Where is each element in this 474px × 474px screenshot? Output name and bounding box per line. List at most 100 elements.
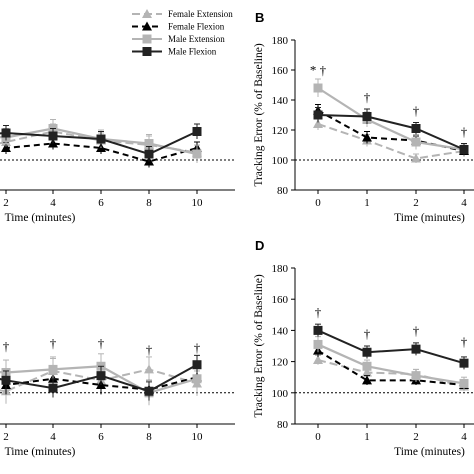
y-axis-title: Tracking Error (% of Baseline) [253, 274, 265, 417]
series-line-male-extension [317, 87, 465, 151]
significance-marker: † [146, 342, 153, 357]
data-point [1, 128, 11, 138]
data-point [459, 378, 469, 388]
series-female-extension [313, 354, 469, 392]
data-point [362, 375, 372, 385]
series-male-flexion [313, 323, 469, 370]
significance-marker: † [461, 124, 468, 139]
data-point [192, 360, 202, 370]
data-point [313, 83, 323, 93]
x-tick-label: 6 [98, 431, 104, 443]
data-point [362, 361, 372, 371]
data-point [459, 358, 469, 368]
x-tick-label: 4 [50, 431, 56, 443]
series-line-male-flexion [317, 114, 465, 151]
x-tick-label: 10 [192, 431, 204, 443]
series-line-male-flexion [317, 329, 465, 365]
data-point [313, 325, 323, 335]
significance-marker: † [3, 339, 10, 354]
series-line-female-flexion [317, 109, 465, 152]
data-point [411, 137, 421, 147]
data-point [459, 145, 469, 154]
series-male-flexion [0, 123, 202, 162]
y-tick-label: 140 [272, 325, 289, 337]
series-male-extension [313, 78, 469, 156]
x-tick-label: 6 [98, 197, 104, 209]
y-tick-label: 180 [272, 35, 289, 47]
data-point [192, 149, 202, 159]
legend-swatch-marker [142, 9, 152, 18]
x-tick-label: 2 [413, 431, 419, 443]
data-point [48, 383, 58, 393]
x-tick-label: 8 [146, 197, 152, 209]
data-point [411, 371, 421, 381]
x-tick-label: 0 [315, 431, 321, 443]
y-tick-label: 120 [272, 357, 289, 369]
data-point [313, 355, 323, 365]
y-tick-label: 120 [272, 125, 289, 137]
data-point [411, 124, 421, 133]
data-point [144, 364, 154, 374]
legend-label-female-extension: Female Extension [168, 9, 233, 19]
x-tick-label: 1 [364, 197, 370, 209]
x-tick-label: 4 [461, 197, 467, 209]
x-tick-label: 10 [192, 197, 204, 209]
panel-c-chart: 2 4 6 8 10 Time (minutes) † † † † † [0, 336, 235, 458]
series-line-male-extension [317, 343, 465, 385]
y-tick-label: 140 [272, 95, 289, 107]
significance-marker: † [98, 336, 105, 351]
y-tick-label: 100 [272, 388, 289, 400]
legend-label-male-flexion: Male Flexion [168, 47, 217, 57]
series-male-flexion [0, 354, 202, 401]
significance-marker: † [461, 334, 468, 349]
panel-a-chart: 2 4 6 8 10 Time (minutes) [0, 119, 235, 224]
panel-letter-b: B [255, 10, 264, 25]
data-point [411, 153, 421, 163]
data-point [144, 149, 154, 159]
legend-label-female-flexion: Female Flexion [168, 22, 225, 32]
y-tick-label: 80 [277, 419, 289, 431]
significance-marker: † [413, 103, 420, 118]
significance-marker: * † [310, 63, 327, 78]
x-axis-title: Time (minutes) [5, 212, 76, 224]
significance-marker: † [413, 323, 420, 338]
data-point [362, 347, 372, 357]
significance-marker: † [194, 340, 201, 355]
x-axis-title: Time (minutes) [5, 446, 76, 458]
x-tick-label: 2 [413, 197, 419, 209]
legend-swatch-marker [142, 47, 152, 56]
series-male-flexion [313, 107, 469, 156]
data-point [96, 134, 106, 144]
data-point [362, 132, 372, 142]
data-point [313, 339, 323, 349]
y-tick-label: 80 [277, 185, 289, 197]
legend-swatch-marker [142, 21, 152, 31]
x-tick-label: 0 [315, 197, 321, 209]
significance-marker: † [50, 336, 57, 351]
data-point [96, 371, 106, 381]
data-point [362, 112, 372, 121]
x-tick-label: 2 [3, 431, 9, 443]
x-tick-label: 8 [146, 431, 152, 443]
x-axis-title: Time (minutes) [394, 212, 465, 224]
panel-letter-d: D [255, 238, 264, 253]
data-point [1, 375, 11, 385]
x-tick-label: 1 [364, 431, 370, 443]
y-tick-label: 100 [272, 155, 289, 167]
data-point [313, 110, 323, 120]
y-axis-title: Tracking Error (% of Baseline) [253, 43, 265, 186]
data-point [144, 139, 154, 148]
series-male-extension [313, 336, 469, 390]
significance-marker: † [315, 304, 322, 319]
data-point [48, 364, 58, 374]
significance-marker: † [364, 90, 371, 105]
x-axis-title: Time (minutes) [394, 446, 465, 458]
legend-swatch-marker [142, 34, 152, 44]
y-tick-label: 160 [272, 294, 289, 306]
data-point [48, 131, 58, 141]
series-line-female-flexion [0, 142, 198, 163]
y-tick-label: 160 [272, 65, 289, 77]
